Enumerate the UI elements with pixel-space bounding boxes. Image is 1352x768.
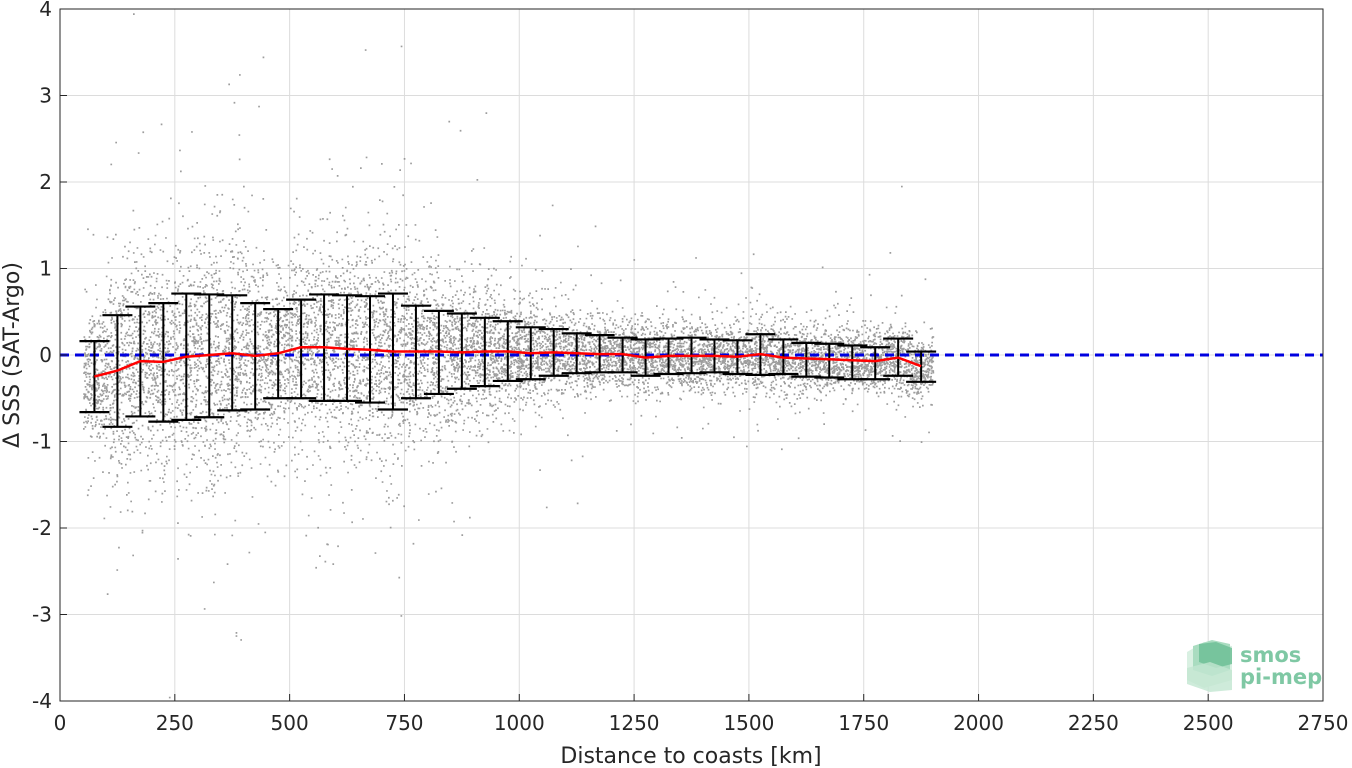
- y-tick-label: 0: [39, 343, 52, 367]
- x-tick-label: 1250: [609, 711, 660, 735]
- x-tick-label: 2500: [1183, 711, 1234, 735]
- x-tick-label: 1500: [723, 711, 774, 735]
- mean-line: [94, 345, 922, 378]
- y-tick-label: 4: [39, 0, 52, 21]
- y-tick-label: -4: [32, 689, 52, 713]
- x-axis-ticks: 0 250 500 750 1000 1250 1500 1750 2000 2250 2500 27…: [54, 694, 1349, 735]
- y-tick-label: -3: [32, 603, 52, 627]
- logo-text-line2: pi-mep: [1240, 665, 1322, 689]
- y-axis-ticks: -4 -3 -2 -1 0 1 2 3 4: [32, 0, 67, 713]
- error-bar: [814, 342, 845, 379]
- x-tick-label: 2000: [953, 711, 1004, 735]
- error-bar: [860, 346, 891, 381]
- y-tick-label: 3: [39, 84, 52, 108]
- x-tick-label: 250: [156, 711, 194, 735]
- mean-polyline: [94, 345, 922, 378]
- smos-pimep-logo: smos pi-mep: [1187, 640, 1322, 692]
- x-tick-label: 500: [271, 711, 309, 735]
- x-tick-label: 750: [385, 711, 423, 735]
- logo-text-line1: smos: [1240, 643, 1301, 667]
- error-bar: [286, 298, 317, 400]
- x-axis-label: Distance to coasts [km]: [560, 744, 821, 768]
- x-tick-label: 0: [54, 711, 67, 735]
- x-tick-label: 2250: [1068, 711, 1119, 735]
- x-tick-label: 1000: [494, 711, 545, 735]
- logo-emblem-icon: [1187, 640, 1232, 692]
- y-tick-label: 1: [39, 257, 52, 281]
- y-tick-label: -2: [32, 516, 52, 540]
- y-tick-label: 2: [39, 170, 52, 194]
- x-tick-label: 1750: [838, 711, 889, 735]
- x-tick-label: 2750: [1298, 711, 1349, 735]
- y-axis-label: Δ SSS (SAT-Argo): [0, 262, 25, 448]
- error-bar: [906, 350, 937, 383]
- y-tick-label: -1: [32, 430, 52, 454]
- error-bar: [446, 312, 477, 390]
